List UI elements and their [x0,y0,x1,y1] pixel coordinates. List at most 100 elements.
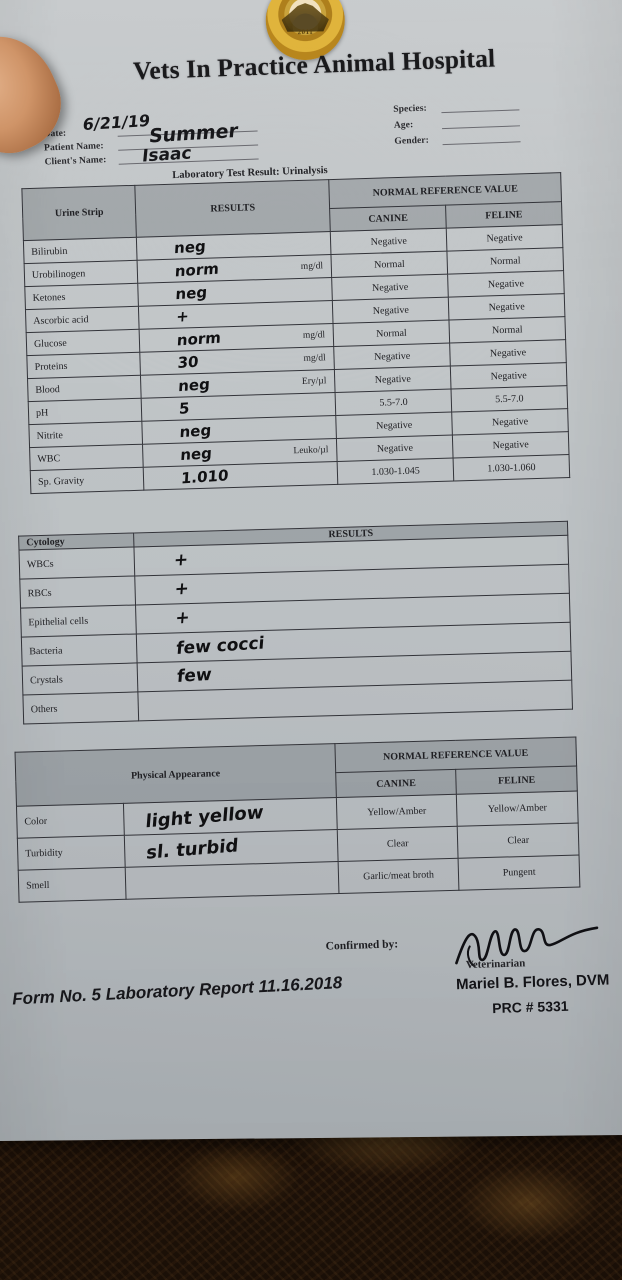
urinalysis-test-label: Urobilinogen [24,260,138,287]
result-unit: mg/dl [302,330,326,341]
species-label: Species: [393,103,428,115]
urinalysis-test-label: Blood [27,375,142,402]
handwritten-value: neg [179,421,212,442]
physical-appearance-table-wrapper: Physical Appearance NORMAL REFERENCE VAL… [15,737,581,903]
urinalysis-canine-ref: Negative [332,297,450,324]
gender-label: Gender: [394,135,430,147]
cytology-body: WBCs + RBCs + Epithelial cells + Bacteria few c… [18,535,573,725]
urinalysis-test-label: Sp. Gravity [30,467,145,494]
physical-canine-ref: Yellow/Amber [336,794,458,830]
header-physical-canine: CANINE [335,769,457,798]
physical-feline-ref: Yellow/Amber [456,791,579,827]
seal-year: 2011 [297,28,314,37]
prc-number: PRC # 5331 [492,997,569,1017]
urinalysis-canine-ref: Negative [330,228,448,255]
handwritten-value: 1.010 [180,466,230,488]
species-line[interactable] [441,97,520,114]
cytology-test-label: RBCs [19,575,136,609]
physical-canine-ref: Garlic/meat broth [337,858,460,894]
urinalysis-canine-ref: 1.030-1.045 [337,458,454,485]
urinalysis-canine-ref: 5.5-7.0 [335,389,452,416]
handwritten-value: norm [176,328,222,350]
urinalysis-body: Bilirubin neg Negative Negative Urobilinogen… [23,224,570,494]
signature-icon [455,926,599,968]
result-unit: Ery/µl [301,376,327,387]
physical-test-label: Smell [18,867,126,903]
urinalysis-test-label: Ascorbic acid [25,306,140,333]
form-number-note: Form No. 5 Laboratory Report 11.16.2018 [11,973,343,1009]
urinalysis-feline-ref: 5.5-7.0 [451,385,568,413]
result-unit: mg/dl [303,353,326,364]
urinalysis-canine-ref: Negative [336,435,454,462]
handwritten-value: + [173,549,190,571]
cytology-table: Cytology RESULTS WBCs + RBCs + Epithelial ce… [18,521,573,725]
header-urine-strip: Urine Strip [21,185,137,241]
urinalysis-canine-ref: Normal [331,251,448,278]
urinalysis-result-cell[interactable]: 1.010 [143,461,339,491]
urinalysis-feline-ref: Negative [448,293,565,321]
cytology-test-label: Others [22,691,139,725]
client-name-label: Client's Name: [44,155,107,168]
urinalysis-feline-ref: Normal [449,316,566,344]
urinalysis-table-wrapper: Urine Strip RESULTS NORMAL REFERENCE VAL… [21,172,570,494]
handwritten-value: sl. turbid [145,835,239,864]
urinalysis-feline-ref: Negative [447,270,565,298]
physical-feline-ref: Pungent [458,855,580,891]
physical-test-label: Color [16,803,124,839]
handwritten-value: + [174,578,190,600]
urinalysis-feline-ref: 1.030-1.060 [453,454,570,482]
result-unit: mg/dl [300,261,324,272]
cytology-test-label: Crystals [22,662,139,696]
physical-canine-ref: Clear [336,826,459,862]
gender-line[interactable] [442,129,521,146]
handwritten-value: neg [177,375,211,396]
cytology-test-label: Epithelial cells [20,604,137,638]
client-name-value: Isaac [141,143,193,167]
handwritten-value: few [176,664,213,688]
patient-info-right: Species: Age: Gender: [393,94,521,147]
handwritten-value: neg [175,283,208,304]
urinalysis-feline-ref: Negative [450,362,567,390]
urinalysis-canine-ref: Negative [333,343,451,370]
urinalysis-canine-ref: Normal [333,320,450,347]
urinalysis-test-label: Ketones [24,283,139,310]
urinalysis-canine-ref: Negative [334,366,452,393]
urinalysis-test-label: Bilirubin [23,237,138,264]
handwritten-value: + [174,607,191,629]
urinalysis-feline-ref: Normal [447,247,564,275]
header-canine: CANINE [329,205,447,232]
handwritten-value: neg [173,237,207,258]
urinalysis-test-label: Glucose [26,329,140,356]
urinalysis-canine-ref: Negative [331,274,449,301]
header-results: RESULTS [135,179,331,238]
urinalysis-table: Urine Strip RESULTS NORMAL REFERENCE VAL… [21,172,570,494]
header-physical-appearance: Physical Appearance [15,743,337,807]
cytology-table-wrapper: Cytology RESULTS WBCs + RBCs + Epithelial ce… [18,521,573,725]
handwritten-value: + [175,307,190,326]
urinalysis-test-label: WBC [29,444,144,471]
urinalysis-test-label: pH [28,398,143,425]
age-label: Age: [393,120,414,131]
physical-result-cell[interactable] [124,861,339,900]
urinalysis-test-label: Nitrite [28,421,143,448]
handwritten-value: 5 [178,399,191,418]
urinalysis-canine-ref: Negative [335,412,453,439]
page-title: Vets In Practice Animal Hospital [132,43,496,86]
urinalysis-caption: Laboratory Test Result: Urinalysis [172,165,328,182]
result-unit: Leuko/µl [293,445,329,457]
urinalysis-test-label: Proteins [26,352,141,379]
confirmed-by-label: Confirmed by: [325,938,399,953]
lab-report-paper: 2011 Vets In Practice Animal Hospital Da… [0,0,622,1141]
header-feline: FELINE [445,201,563,229]
veterinarian-name: Mariel B. Flores, DVM [455,971,610,994]
handwritten-value: 30 [177,352,200,373]
physical-feline-ref: Clear [457,823,580,859]
handwritten-value: neg [180,444,213,465]
handwritten-value: light yellow [144,801,264,833]
physical-appearance-body: Color light yellow Yellow/Amber Yellow/Ambe… [16,791,580,903]
urinalysis-feline-ref: Negative [449,339,567,367]
physical-appearance-table: Physical Appearance NORMAL REFERENCE VAL… [15,737,581,903]
report-sheet: 2011 Vets In Practice Animal Hospital Da… [11,0,610,1017]
handwritten-value: norm [174,259,220,281]
header-physical-feline: FELINE [456,766,578,795]
